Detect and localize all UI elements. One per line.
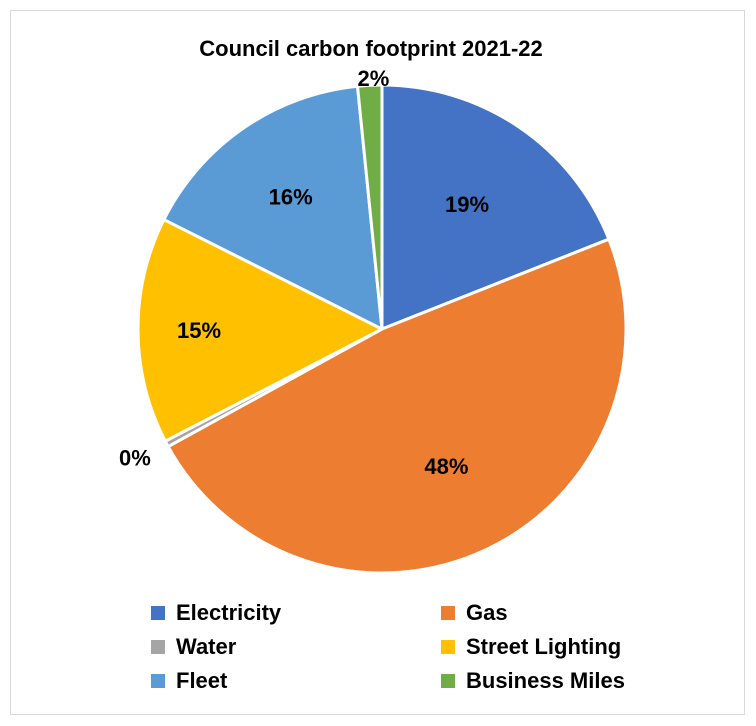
legend-label-water: Water	[176, 634, 237, 659]
chart-frame: Council carbon footprint 2021-22 19% 48% 0…	[10, 10, 745, 715]
data-label-water: 0%	[119, 446, 151, 471]
legend-label-gas: Gas	[466, 600, 508, 625]
pie-slice-street-lighting	[136, 218, 384, 443]
slice-labels: 19% 48% 0% 15% 16% 2%	[119, 66, 489, 479]
pie-slice-electricity	[380, 83, 611, 331]
data-label-electricity: 19%	[445, 192, 489, 217]
data-label-gas: 48%	[424, 454, 468, 479]
legend-label-street-lighting: Street Lighting	[466, 634, 621, 659]
pie-slice-fleet	[162, 84, 384, 331]
data-label-street-lighting: 15%	[177, 318, 221, 343]
legend-swatch-water	[151, 640, 165, 654]
chart-title: Council carbon footprint 2021-22	[199, 36, 543, 61]
pie-slice-gas	[166, 237, 628, 575]
legend-swatch-street-lighting	[441, 640, 455, 654]
data-label-fleet: 16%	[269, 184, 313, 209]
legend: Electricity Gas Water Street Lighting Fleet B…	[151, 600, 625, 693]
legend-swatch-electricity	[151, 606, 165, 620]
legend-label-fleet: Fleet	[176, 668, 228, 693]
legend-label-business-miles: Business Miles	[466, 668, 625, 693]
pie-slices	[136, 83, 628, 575]
data-label-business-miles: 2%	[357, 66, 389, 91]
legend-swatch-business-miles	[441, 674, 455, 688]
legend-label-electricity: Electricity	[176, 600, 282, 625]
legend-swatch-gas	[441, 606, 455, 620]
pie-chart: Council carbon footprint 2021-22 19% 48% 0…	[119, 36, 628, 693]
legend-swatch-fleet	[151, 674, 165, 688]
pie-slice-business-miles	[356, 83, 384, 331]
